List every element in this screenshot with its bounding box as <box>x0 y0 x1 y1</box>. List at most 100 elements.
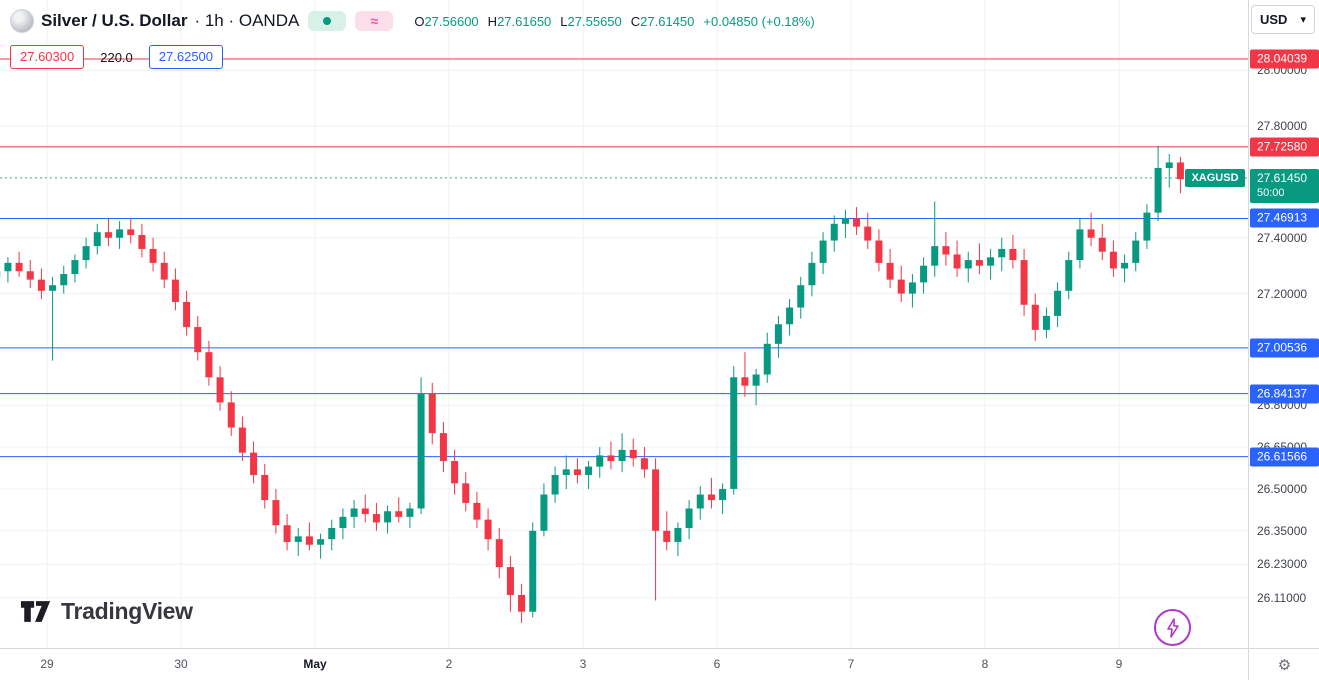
symbol-title[interactable]: Silver / U.S. Dollar <box>41 11 187 31</box>
market-status-icon[interactable] <box>308 11 346 31</box>
candle-body <box>406 508 413 516</box>
candle-body <box>250 453 257 475</box>
candle-body <box>94 232 101 246</box>
chart-legend: Silver / U.S. Dollar · 1h · OANDA ≈ O27.… <box>10 9 815 33</box>
candle-body <box>697 495 704 509</box>
candle-body <box>1132 241 1139 263</box>
candle-body <box>1054 291 1061 316</box>
candle-body <box>1143 213 1150 241</box>
green-dot-icon <box>323 17 331 25</box>
candle-body <box>954 255 961 269</box>
candle-body <box>663 531 670 542</box>
candle-body <box>228 402 235 427</box>
open-value: 27.56600 <box>424 14 478 29</box>
candle-body <box>875 241 882 263</box>
quick-trade-button[interactable] <box>1154 609 1191 646</box>
candle-body <box>808 263 815 285</box>
price-tick-label: 26.11000 <box>1257 591 1306 605</box>
tradingview-brand-link[interactable]: TradingView <box>20 598 193 625</box>
price-tick-label: 26.35000 <box>1257 524 1307 538</box>
candle-body <box>797 285 804 307</box>
candle-body <box>339 517 346 528</box>
candle-body <box>563 469 570 475</box>
candle-body <box>887 263 894 280</box>
candle-body <box>418 394 425 508</box>
candle-body <box>842 218 849 224</box>
low-label: L <box>560 14 567 29</box>
candle-body <box>351 508 358 516</box>
approx-tilde-icon[interactable]: ≈ <box>355 11 393 31</box>
currency-value: USD <box>1260 12 1287 27</box>
candle-body <box>1121 263 1128 269</box>
candle-body <box>161 263 168 280</box>
candle-body <box>116 229 123 237</box>
candle-body <box>942 246 949 254</box>
candle-body <box>998 249 1005 257</box>
ohlc-readout: O27.56600 H27.61650 L27.55650 C27.61450 … <box>414 14 814 29</box>
open-label: O <box>414 14 424 29</box>
level-price-label[interactable]: 26.61566 <box>1250 447 1319 466</box>
candle-body <box>194 327 201 352</box>
candle-body <box>4 263 11 271</box>
candle-body <box>1021 260 1028 305</box>
level-price-label[interactable]: 28.04039 <box>1250 50 1319 69</box>
symbol-interval-exchange[interactable]: · 1h · OANDA <box>194 11 299 31</box>
stop-price-label[interactable]: 27.60300 <box>10 45 84 69</box>
candle-body <box>60 274 67 285</box>
candle-body <box>552 475 559 495</box>
candle-body <box>652 469 659 530</box>
level-price-label[interactable]: 27.46913 <box>1250 209 1319 228</box>
entry-price-label[interactable]: 27.62500 <box>149 45 223 69</box>
candle-body <box>496 539 503 567</box>
candle-body <box>205 352 212 377</box>
price-tick-label: 27.40000 <box>1257 231 1307 245</box>
order-labels-row: 27.60300 220.0 27.62500 <box>10 45 223 69</box>
candle-body <box>1009 249 1016 260</box>
level-price-label[interactable]: 27.00536 <box>1250 338 1319 357</box>
candle-body <box>261 475 268 500</box>
candle-body <box>183 302 190 327</box>
time-tick-label: 3 <box>580 657 587 671</box>
candle-body <box>920 266 927 283</box>
candle-body <box>127 229 134 235</box>
candlestick-chart[interactable] <box>0 0 1248 648</box>
candle-body <box>719 489 726 500</box>
candle-body <box>1177 162 1184 179</box>
candle-body <box>1065 260 1072 291</box>
time-tick-label: 6 <box>714 657 721 671</box>
lightning-icon <box>1165 618 1181 638</box>
price-tick-label: 27.80000 <box>1257 119 1307 133</box>
candle-body <box>507 567 514 595</box>
candle-body <box>1088 229 1095 237</box>
candle-body <box>373 514 380 522</box>
candle-body <box>686 508 693 528</box>
candle-body <box>931 246 938 266</box>
currency-selector[interactable]: USD ▾ <box>1251 5 1315 34</box>
candle-body <box>306 536 313 544</box>
level-price-label[interactable]: 26.84137 <box>1250 384 1319 403</box>
candle-body <box>16 263 23 271</box>
axis-settings-corner: ⚙ <box>1248 649 1319 680</box>
order-quantity-label[interactable]: 220.0 <box>100 50 133 65</box>
candle-body <box>317 539 324 545</box>
candle-body <box>596 455 603 466</box>
chart-plot-area[interactable]: Silver / U.S. Dollar · 1h · OANDA ≈ O27.… <box>0 0 1248 648</box>
candle-body <box>172 280 179 302</box>
candle-body <box>217 377 224 402</box>
level-price-label[interactable]: 27.72580 <box>1250 137 1319 156</box>
gear-icon[interactable]: ⚙ <box>1278 656 1291 674</box>
candle-body <box>965 260 972 268</box>
candle-body <box>641 458 648 469</box>
silver-symbol-icon <box>10 9 34 33</box>
candle-body <box>284 525 291 542</box>
time-tick-label: 7 <box>848 657 855 671</box>
time-tick-label: 30 <box>174 657 187 671</box>
high-value: 27.61650 <box>497 14 551 29</box>
candle-body <box>1076 229 1083 260</box>
candle-body <box>485 520 492 540</box>
candle-body <box>864 227 871 241</box>
